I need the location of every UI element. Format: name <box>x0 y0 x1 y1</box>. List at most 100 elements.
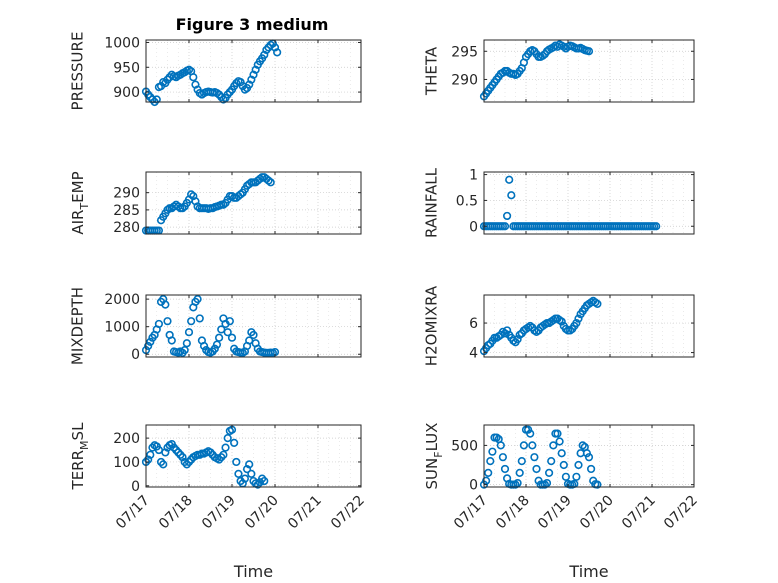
data-point <box>593 299 602 308</box>
data-point <box>507 191 516 200</box>
data-point <box>144 455 153 464</box>
y-axis-label: H2OMIXRA <box>423 285 441 366</box>
data-point <box>572 472 581 481</box>
series-points <box>141 295 280 357</box>
x-tick-label: 07/21 <box>285 493 325 533</box>
data-point <box>593 480 602 489</box>
data-point <box>542 478 552 488</box>
data-point <box>245 460 254 469</box>
data-point <box>584 47 594 56</box>
data-point <box>572 318 581 328</box>
data-point <box>260 476 269 486</box>
x-tick-label: 07/21 <box>619 493 659 533</box>
panel-h2omixra: 4 6 H2OMIXRA <box>423 285 695 366</box>
axes-box <box>483 39 695 103</box>
plot-area <box>146 172 361 234</box>
data-point <box>187 317 196 326</box>
data-point <box>189 73 198 82</box>
y-label-subscript: M <box>78 440 91 450</box>
data-point <box>215 333 224 342</box>
axes-box <box>145 171 362 235</box>
y-tick-label: 500 <box>451 438 478 454</box>
data-point <box>488 447 497 456</box>
data-point <box>532 464 541 474</box>
data-point <box>549 441 558 450</box>
y-tick-label: 900 <box>113 85 140 101</box>
data-point <box>146 450 155 459</box>
data-point <box>544 468 554 477</box>
data-point <box>180 346 189 355</box>
y-label-subscript: T <box>78 203 91 211</box>
data-point <box>266 178 275 187</box>
data-point <box>526 429 535 438</box>
data-point <box>582 449 592 458</box>
data-point <box>503 326 512 335</box>
x-axis-label: Time <box>568 562 608 581</box>
axes-box <box>145 424 362 488</box>
data-point <box>161 448 170 457</box>
data-point <box>163 317 172 326</box>
data-point <box>574 460 583 470</box>
data-point <box>167 336 176 345</box>
data-point <box>503 211 512 221</box>
y-tick-label: 100 <box>113 455 140 471</box>
y-label-rest: LUX <box>423 423 441 452</box>
data-point <box>146 337 155 346</box>
data-point <box>161 300 170 309</box>
data-point <box>227 333 237 342</box>
y-axis-label: RAINFALL <box>423 167 441 238</box>
panel-rainfall: 0 0.5 1 RAINFALL <box>423 167 695 238</box>
x-tick-label: 07/22 <box>661 493 701 533</box>
data-point <box>247 469 256 478</box>
axes-box <box>483 294 695 358</box>
y-axis-label: SUNFLUX <box>423 423 445 490</box>
y-axis-label: AIRTEMP <box>69 171 91 234</box>
y-tick-label: 4 <box>469 346 478 362</box>
axes-box <box>145 39 362 103</box>
axes-box <box>483 171 695 235</box>
y-tick-label: 6 <box>469 316 478 332</box>
y-tick-label: 295 <box>451 44 478 60</box>
data-point <box>559 460 568 470</box>
y-tick-label: 2000 <box>104 292 140 308</box>
data-point <box>184 328 194 337</box>
data-point <box>584 453 594 462</box>
data-point <box>519 441 529 450</box>
panel-theta: 290 295 THETA <box>423 39 695 103</box>
y-tick-label: 200 <box>113 431 140 447</box>
y-tick-label: 280 <box>113 220 140 236</box>
data-point <box>154 319 163 329</box>
figure-title: Figure 3 medium <box>176 15 329 34</box>
axes-box <box>145 294 362 358</box>
x-tick-label: 07/17 <box>451 493 491 533</box>
data-point <box>574 314 583 323</box>
data-point <box>513 335 522 344</box>
y-tick-label: 1000 <box>104 35 140 51</box>
data-point <box>517 457 526 466</box>
panel-terr_msl: 0 100 200 07/17 07/18 07/19 07/20 07/21 07/22 Tim… <box>69 422 368 581</box>
data-point <box>159 460 168 469</box>
y-axis-label: PRESSURE <box>69 32 87 111</box>
data-point <box>547 457 556 466</box>
data-point <box>240 474 249 483</box>
data-point <box>553 429 562 438</box>
x-axis-label: Time <box>233 562 273 581</box>
y-label-rest: SL <box>69 422 87 441</box>
data-point <box>523 425 533 434</box>
y-axis-label: THETA <box>423 46 441 96</box>
data-point <box>530 453 539 462</box>
data-point <box>219 450 228 459</box>
data-point <box>223 434 232 443</box>
data-point <box>236 78 245 87</box>
data-point <box>652 222 661 231</box>
data-point <box>223 328 232 337</box>
data-point <box>484 468 493 477</box>
series-points <box>479 40 594 101</box>
data-point <box>212 340 222 349</box>
data-point <box>242 465 252 474</box>
data-point <box>515 468 524 477</box>
y-tick-label: 0 <box>131 347 140 363</box>
y-tick-label: 0 <box>469 219 478 235</box>
panel-sun_flux: 0 500 07/17 07/18 07/19 07/20 07/21 07/22 Time SU… <box>423 423 701 581</box>
